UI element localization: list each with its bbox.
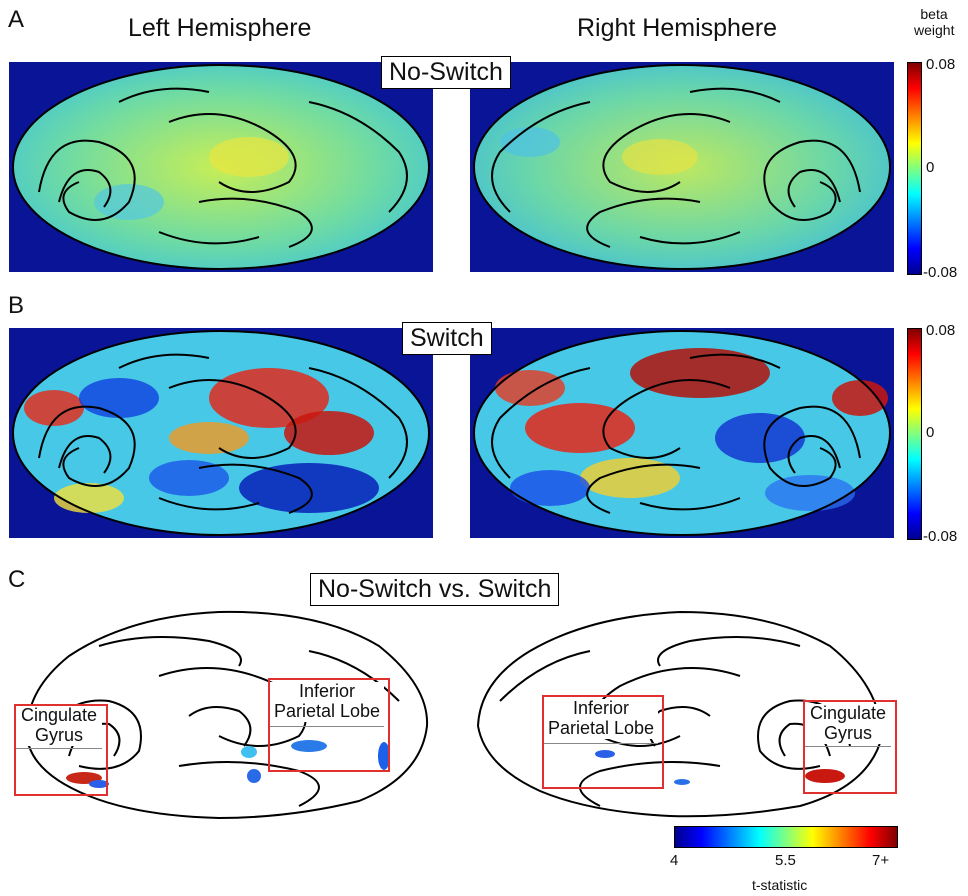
- beta-colorbar-b-mid: 0: [926, 424, 935, 441]
- roi-label-left-cingulate-line1: Cingulate: [20, 705, 98, 725]
- beta-colorbar-b-max: 0.08: [926, 322, 956, 339]
- roi-separator-right-parietal: [544, 743, 658, 744]
- roi-label-right-cingulate: Cingulate Gyrus: [805, 703, 891, 744]
- left-hemisphere-title: Left Hemisphere: [128, 14, 312, 42]
- t-colorbar-title: t-statistic: [752, 877, 808, 893]
- roi-label-right-parietal: Inferior Parietal Lobe: [544, 698, 658, 739]
- panel-letter-a: A: [8, 6, 25, 33]
- panel-a-left-map: [12, 64, 430, 270]
- roi-separator-left-parietal: [270, 726, 384, 727]
- beta-colorbar-a-min: -0.08: [923, 264, 958, 281]
- beta-colorbar-b: [907, 328, 922, 540]
- roi-box-right-parietal: [542, 695, 664, 789]
- panel-b-condition-label: Switch: [402, 322, 492, 355]
- roi-label-right-parietal-line2: Parietal Lobe: [547, 717, 655, 738]
- beta-colorbar-a: [907, 62, 922, 275]
- t-statistic-colorbar: [674, 826, 898, 848]
- roi-label-left-parietal-line2: Parietal Lobe: [273, 700, 381, 721]
- t-colorbar-min: 4: [670, 852, 679, 869]
- roi-label-right-parietal-line1: Inferior: [572, 698, 630, 718]
- right-hemisphere-title: Right Hemisphere: [577, 14, 778, 42]
- t-colorbar-max: 7+: [872, 852, 890, 869]
- roi-label-left-cingulate: Cingulate Gyrus: [16, 705, 102, 746]
- roi-label-left-parietal-line1: Inferior: [298, 681, 356, 701]
- beta-colorbar-a-mid: 0: [926, 159, 935, 176]
- roi-box-left-cingulate: [14, 704, 108, 796]
- panel-c-condition-label: No-Switch vs. Switch: [310, 573, 560, 606]
- roi-label-right-cingulate-line2: Gyrus: [823, 722, 872, 743]
- t-colorbar-mid: 5.5: [775, 852, 796, 869]
- roi-box-left-parietal: [268, 678, 390, 772]
- roi-label-left-cingulate-line2: Gyrus: [34, 724, 83, 745]
- beta-colorbar-b-min: -0.08: [923, 528, 958, 545]
- beta-colorbar-title-line2: weight: [914, 22, 955, 38]
- panel-b-right-map: [473, 330, 891, 536]
- beta-colorbar-title: beta weight: [914, 6, 954, 38]
- beta-colorbar-a-max: 0.08: [926, 56, 956, 73]
- panel-b-left-map: [12, 330, 430, 536]
- roi-separator-left-cingulate: [16, 748, 102, 749]
- panel-letter-b: B: [8, 292, 25, 319]
- beta-colorbar-title-line1: beta: [920, 6, 948, 22]
- roi-label-right-cingulate-line1: Cingulate: [809, 703, 887, 723]
- panel-a-right-map: [473, 64, 891, 270]
- roi-box-right-cingulate: [803, 700, 897, 794]
- panel-letter-c: C: [8, 566, 26, 593]
- roi-label-left-parietal: Inferior Parietal Lobe: [270, 681, 384, 722]
- roi-separator-right-cingulate: [805, 746, 891, 747]
- panel-a-condition-label: No-Switch: [381, 56, 511, 89]
